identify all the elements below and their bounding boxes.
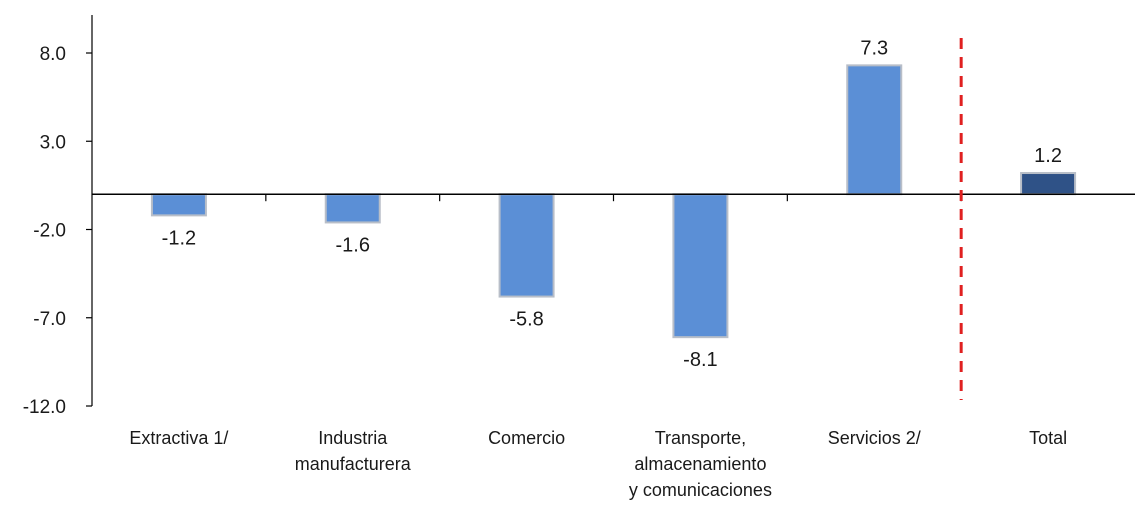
y-tick-label: -2.0 <box>33 221 66 242</box>
category-label: Servicios 2/ <box>828 428 921 448</box>
y-tick-label: 8.0 <box>40 44 66 65</box>
y-tick-label: -7.0 <box>33 309 66 330</box>
bar <box>498 193 555 298</box>
data-label: 7.3 <box>860 37 888 59</box>
category-label: Comercio <box>488 428 565 448</box>
category-label: Total <box>1029 428 1067 448</box>
category-label: Extractiva 1/ <box>129 428 228 448</box>
category-label: manufacturera <box>295 454 412 474</box>
data-label: 1.2 <box>1034 145 1062 167</box>
y-tick-label: -12.0 <box>23 397 66 418</box>
bar <box>846 64 903 196</box>
category-label: Transporte, <box>655 428 746 448</box>
data-label: -1.6 <box>336 234 370 256</box>
bar <box>672 193 729 339</box>
bar <box>324 193 381 224</box>
data-label: -1.2 <box>162 227 196 249</box>
x-axis <box>92 193 1135 202</box>
data-label: -5.8 <box>509 309 543 331</box>
bars <box>150 64 1077 339</box>
y-tick-label: 3.0 <box>40 132 66 153</box>
data-label: -8.1 <box>683 349 717 371</box>
data-labels: -1.2 -1.6 -5.8 -8.1 7.3 1.2 <box>162 37 1062 371</box>
category-label: y comunicaciones <box>629 480 772 500</box>
category-labels: Extractiva 1/Industria manufacturera Comer… <box>129 428 1067 500</box>
bar-total <box>1020 172 1077 196</box>
y-axis: 8.0 3.0 -2.0 -7.0 -12.0 <box>23 15 93 418</box>
category-label: almacenamiento <box>634 454 766 474</box>
category-label: Industria <box>318 428 388 448</box>
bar <box>150 193 207 217</box>
